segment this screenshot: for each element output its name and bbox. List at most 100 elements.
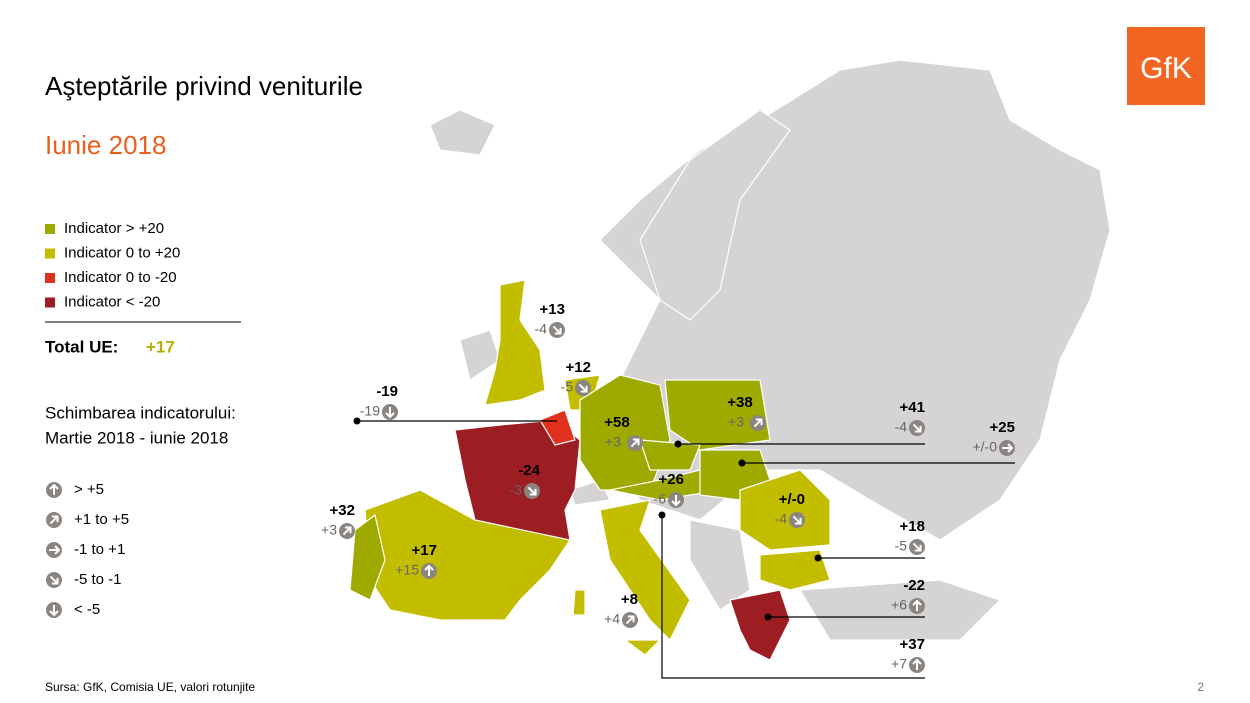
icon-arrow <box>424 564 434 576</box>
icon-arrow <box>49 575 59 585</box>
legend-label: Indicator > +20 <box>64 220 164 237</box>
trend-icon <box>999 440 1015 456</box>
country-change: +3 <box>728 414 744 430</box>
country-change: -5 <box>895 538 908 554</box>
trend-icon <box>909 539 925 555</box>
leader-dot <box>738 459 746 467</box>
country-value: +13 <box>540 301 565 318</box>
trend-icon <box>789 512 805 528</box>
trend-icon <box>575 380 591 396</box>
title: Aşteptările privind veniturile <box>45 71 363 101</box>
legend-label: Indicator 0 to -20 <box>64 269 177 286</box>
country-change: -4 <box>895 419 908 435</box>
logo-text: GfK <box>1140 52 1192 85</box>
trend-icon <box>549 322 565 338</box>
country-change: -6 <box>654 491 667 507</box>
country-change: +3 <box>321 522 337 538</box>
leader-dot <box>764 613 772 621</box>
change-title: Martie 2018 - iunie 2018 <box>45 428 228 447</box>
change-legend-label: > +5 <box>74 481 104 498</box>
country-change: -3 <box>510 482 523 498</box>
icon-arrow <box>552 325 562 335</box>
total-value: +17 <box>146 337 175 356</box>
country-value: +38 <box>727 394 752 411</box>
country-change: +/-0 <box>972 439 997 455</box>
trend-icon <box>46 512 62 528</box>
trend-icon <box>668 492 684 508</box>
country-change: +6 <box>891 597 907 613</box>
trend-icon <box>622 612 638 628</box>
map <box>349 59 1111 661</box>
country-value: +25 <box>990 419 1015 436</box>
country-change: -5 <box>561 379 574 395</box>
icon-arrow <box>385 407 395 419</box>
subtitle: Iunie 2018 <box>45 130 166 160</box>
country-value: +17 <box>412 542 437 559</box>
country-change: -4 <box>535 321 548 337</box>
leader-dot <box>658 511 666 519</box>
trend-icon <box>627 435 643 451</box>
country-value: +18 <box>900 518 925 535</box>
icon-arrow <box>671 495 681 507</box>
icon-arrow <box>1002 443 1014 453</box>
country-change: -4 <box>775 511 788 527</box>
trend-icon <box>46 482 62 498</box>
change-legend-label: -1 to +1 <box>74 541 125 558</box>
country-change: +3 <box>605 434 621 450</box>
leader-dot <box>674 440 682 448</box>
change-legend-label: +1 to +5 <box>74 511 129 528</box>
page-number: 2 <box>1197 680 1204 694</box>
country-value: -24 <box>518 462 540 479</box>
trend-icon <box>46 572 62 588</box>
country-change: +15 <box>395 562 419 578</box>
country-value: -22 <box>903 577 925 594</box>
country-value: +41 <box>900 399 925 416</box>
icon-arrow <box>630 438 640 448</box>
legend-label: Indicator < -20 <box>64 293 160 310</box>
icon-arrow <box>912 658 922 670</box>
country-change: +7 <box>891 656 907 672</box>
leader-dot <box>814 554 822 562</box>
icon-arrow <box>49 515 59 525</box>
change-legend-label: -5 to -1 <box>74 571 122 588</box>
trend-icon <box>421 563 437 579</box>
legend-swatch <box>45 273 55 283</box>
country-value: +8 <box>621 591 638 608</box>
country-value: +12 <box>566 359 591 376</box>
legend-swatch <box>45 248 55 259</box>
country-value: +26 <box>659 471 684 488</box>
icon-arrow <box>49 483 59 495</box>
icon-arrow <box>527 486 537 496</box>
icon-arrow <box>912 599 922 611</box>
trend-icon <box>339 523 355 539</box>
icon-arrow <box>912 542 922 552</box>
icon-arrow <box>792 515 802 525</box>
country-value: +58 <box>604 414 629 431</box>
legend-swatch <box>45 297 55 308</box>
icon-arrow <box>49 605 59 617</box>
country-change: -19 <box>360 403 380 419</box>
icon-arrow <box>912 423 922 433</box>
icon-arrow <box>753 418 763 428</box>
country-change: +4 <box>604 611 620 627</box>
logo: GfK <box>1127 27 1205 105</box>
trend-icon <box>46 602 62 618</box>
icon-arrow <box>625 615 635 625</box>
trend-icon <box>46 542 62 558</box>
trend-icon <box>524 483 540 499</box>
change-legend-label: < -5 <box>74 601 100 618</box>
trend-icon <box>909 420 925 436</box>
country-value: -19 <box>376 383 398 400</box>
trend-icon <box>750 415 766 431</box>
trend-icon <box>909 598 925 614</box>
change-title: Schimbarea indicatorului: <box>45 403 236 422</box>
leader-dot <box>353 417 361 425</box>
icon-arrow <box>49 545 61 555</box>
country-value: +/-0 <box>779 491 805 508</box>
icon-arrow <box>578 383 588 393</box>
trend-icon <box>909 657 925 673</box>
legend-swatch <box>45 224 55 234</box>
leader-line <box>661 515 925 679</box>
source: Sursa: GfK, Comisia UE, valori rotunjite <box>45 680 255 694</box>
